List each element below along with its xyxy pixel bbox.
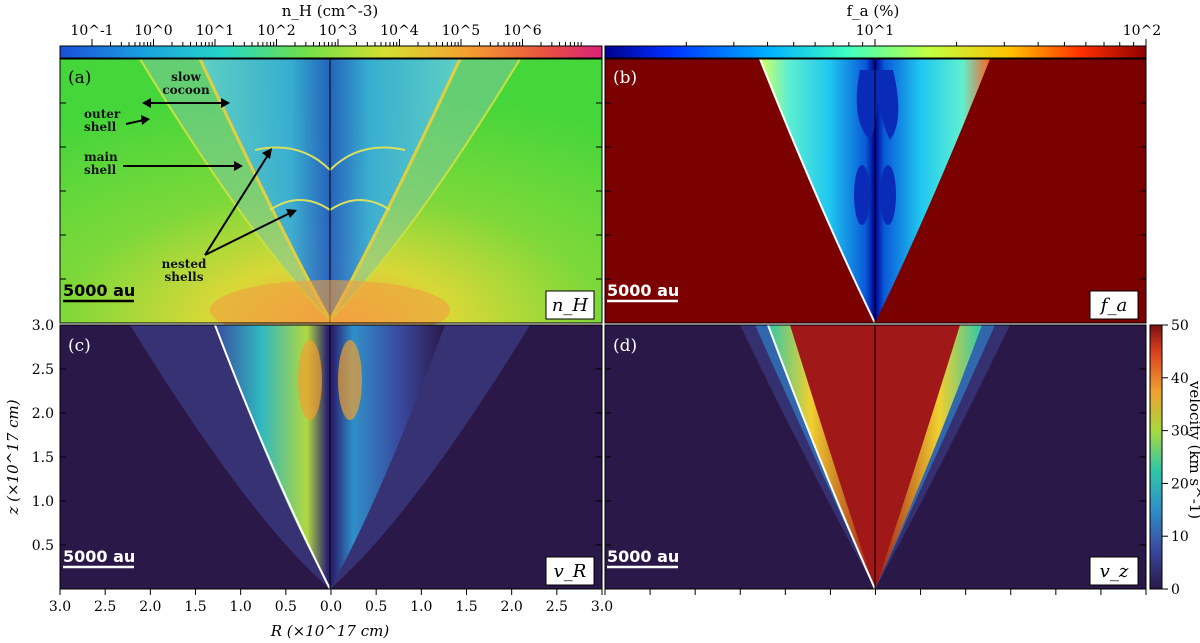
y-axis-tick-label: 2.5 <box>32 362 54 378</box>
scalebar-a: 5000 au <box>63 281 135 303</box>
colorbar-nh-tick-label: 10^1 <box>196 23 234 39</box>
y-axis: 3.0 2.5 2.0 1.5 1.0 0.5 <box>32 318 66 554</box>
x-axis-tick-label: 1.5 <box>184 599 206 615</box>
svg-text:shell: shell <box>84 163 117 177</box>
tag-a: n_H <box>545 290 595 320</box>
panel-inner-ticks <box>60 58 1146 546</box>
colorbar-fa-label: f_a (%) <box>847 2 900 20</box>
x-axis-tick-label: 0.0 <box>320 599 342 615</box>
svg-text:v_R: v_R <box>554 561 587 582</box>
svg-text:cocoon: cocoon <box>162 83 210 97</box>
svg-text:outer: outer <box>84 107 121 121</box>
panel-b <box>605 58 1146 324</box>
scalebar-b: 5000 au <box>607 281 679 303</box>
colorbar-fa-tick-label: 10^1 <box>856 23 894 39</box>
annotation-main-shell: main shell <box>84 150 243 177</box>
x-axis-tick-label: 1.0 <box>410 599 432 615</box>
colorbar-fa-tick-label: 10^2 <box>1123 23 1161 39</box>
tag-c: v_R <box>545 556 595 586</box>
colorbar-velocity-tick-label: 40 <box>1171 371 1189 387</box>
colorbar-nh-tick-label: 10^5 <box>442 23 480 39</box>
colorbar-nh-label: n_H (cm^-3) <box>282 2 379 20</box>
colorbar-velocity-tick-label: 50 <box>1171 318 1189 334</box>
y-axis-tick-label: 1.0 <box>32 494 54 510</box>
tag-d: v_z <box>1089 556 1139 586</box>
y-axis-label: z (×10^17 cm) <box>4 399 22 515</box>
scalebar-c: 5000 au <box>63 547 135 569</box>
scalebar-d: 5000 au <box>607 547 679 569</box>
x-axis-tick-label: 2.0 <box>501 599 523 615</box>
colorbar-nh-tick-label: 10^0 <box>134 23 172 39</box>
svg-text:v_z: v_z <box>1100 561 1129 582</box>
x-axis-tick-label: 3.0 <box>49 599 71 615</box>
x-axis-tick-label: 2.5 <box>94 599 116 615</box>
colorbar-velocity-tick-label: 0 <box>1171 582 1180 598</box>
colorbar-nh-tick-label: 10^2 <box>257 23 295 39</box>
svg-text:main: main <box>84 150 118 164</box>
panel-c <box>60 324 602 590</box>
svg-text:5000 au: 5000 au <box>607 281 679 300</box>
svg-text:shell: shell <box>84 120 117 134</box>
colorbar-nh-tick-label: 10^4 <box>380 23 419 39</box>
colorbar-nh <box>59 45 603 59</box>
panel-c-label: (c) <box>68 336 91 356</box>
svg-text:nested: nested <box>162 257 207 271</box>
x-axis-tick-label: 2.5 <box>546 599 568 615</box>
x-axis: 3.0 2.5 2.0 1.5 1.0 0.5 0.0 0.5 1.0 1.5 2.0 2.5 3.0 <box>49 589 1147 615</box>
tag-b: f_a <box>1089 290 1139 320</box>
x-axis-label: R (×10^17 cm) <box>270 622 390 640</box>
svg-text:f_a: f_a <box>1099 295 1127 316</box>
colorbar-velocity-tick-label: 10 <box>1171 529 1189 545</box>
colorbar-nh-tick-label: 10^6 <box>503 23 542 39</box>
svg-text:n_H: n_H <box>552 295 589 316</box>
svg-text:5000 au: 5000 au <box>607 547 679 566</box>
colorbar-nh-tick-label: 10^-1 <box>70 23 113 39</box>
svg-text:shells: shells <box>165 270 204 284</box>
y-axis-tick-label: 1.5 <box>32 450 54 466</box>
colorbar-fa-ticks: 10^1 10^2 <box>685 23 1161 46</box>
panel-b-label: (b) <box>613 68 637 88</box>
colorbar-fa <box>604 45 1147 59</box>
colorbar-nh-tick-label: 10^3 <box>319 23 357 39</box>
colorbar-velocity-ticks: 0 10 20 30 40 50 <box>1162 318 1189 598</box>
colorbar-velocity-tick-label: 30 <box>1171 424 1189 440</box>
annotation-nested-shells: nested shells <box>162 148 297 284</box>
colorbar-nh-ticks: 10^-1 10^0 10^1 10^2 10^3 10^4 10^5 10^6 <box>70 23 582 46</box>
panel-a <box>60 58 602 340</box>
svg-text:5000 au: 5000 au <box>63 281 135 300</box>
colorbar-velocity-tick-label: 20 <box>1171 476 1189 492</box>
x-axis-tick-label: 0.5 <box>275 599 297 615</box>
x-axis-tick-label: 2.0 <box>139 599 161 615</box>
x-axis-tick-label: 1.5 <box>455 599 477 615</box>
annotation-outer-shell: outer shell <box>84 107 150 134</box>
svg-text:slow: slow <box>171 70 201 84</box>
y-axis-tick-label: 3.0 <box>32 318 54 334</box>
x-axis-tick-label: 1.0 <box>230 599 252 615</box>
colorbar-velocity-label: velocity (km s^-1) <box>1186 380 1200 519</box>
y-axis-tick-label: 2.0 <box>32 406 54 422</box>
y-axis-tick-label: 0.5 <box>32 538 54 554</box>
x-axis-tick-label: 3.0 <box>591 599 613 615</box>
svg-text:5000 au: 5000 au <box>63 547 135 566</box>
panel-d <box>605 324 1146 590</box>
x-axis-tick-label: 0.5 <box>365 599 387 615</box>
colorbar-velocity <box>1149 324 1163 590</box>
panel-d-label: (d) <box>613 336 637 356</box>
annotation-slow-cocoon: slow cocoon <box>142 70 230 108</box>
panel-a-label: (a) <box>68 68 91 88</box>
